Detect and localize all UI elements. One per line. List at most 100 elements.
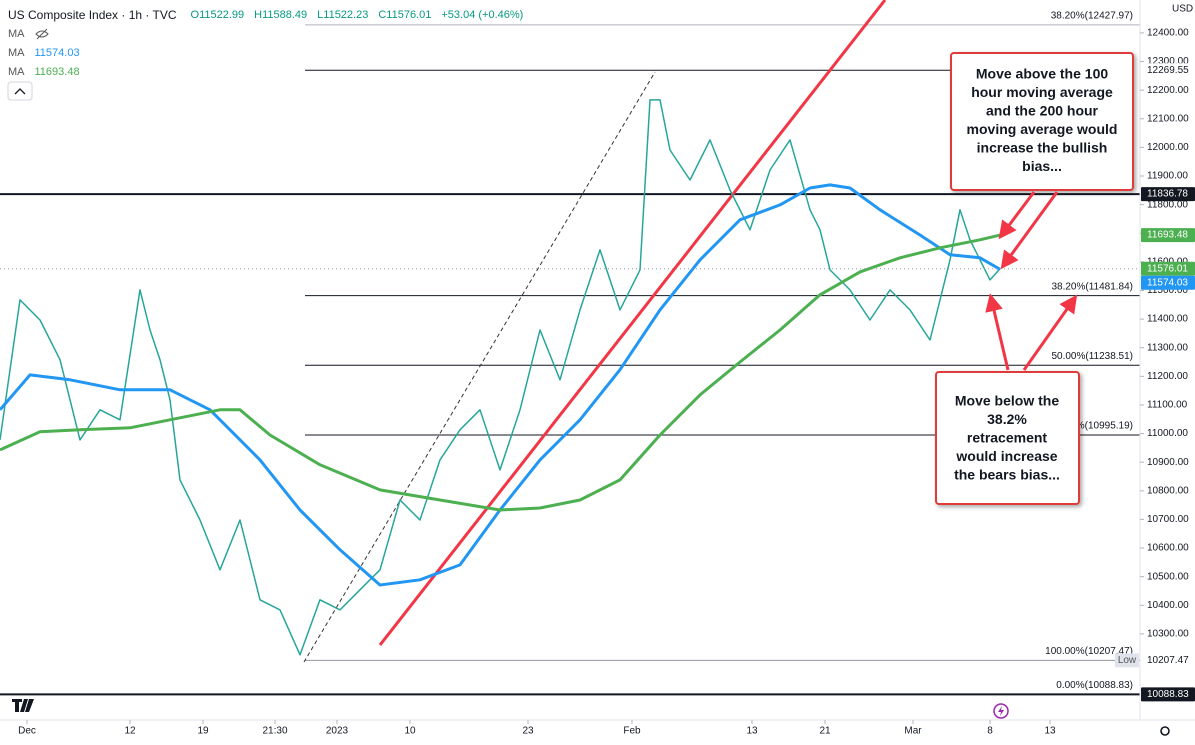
legend-row: MA <box>8 24 523 43</box>
y-tick-label: 12100.00 <box>1147 113 1189 124</box>
x-tick-label: 13 <box>746 726 758 737</box>
collapse-button[interactable] <box>7 81 33 101</box>
ohlc: O11522.99 H11588.49 L11522.23 C11576.01 +53.… <box>187 7 524 23</box>
y-tick-label: 11500.00 <box>1147 285 1188 296</box>
level-label: %(10995.19) <box>1076 421 1133 432</box>
hidden-icon[interactable] <box>34 28 49 40</box>
y-tick-label: 11100.00 <box>1147 400 1188 411</box>
ohlc-value: H11588.49 <box>254 8 308 21</box>
legend-title-row: US Composite Index · 1h · TVC O11522.99 H… <box>8 5 523 24</box>
x-tick-label: Dec <box>18 726 36 737</box>
event-icon-glyph <box>998 706 1004 716</box>
price-badge <box>1141 63 1195 78</box>
x-tick-label: 12 <box>124 726 136 737</box>
annotation: Move above the 100 hour moving average and… <box>950 52 1134 270</box>
series-line <box>0 183 1001 587</box>
x-tick-label: 13 <box>1044 726 1056 737</box>
y-tick-label: 10600.00 <box>1147 543 1189 554</box>
ohlc-value: O11522.99 <box>190 8 245 21</box>
annotation-text: hour moving average <box>971 84 1113 100</box>
annotation-text: Move below the <box>955 393 1059 409</box>
y-tick-label: 12000.00 <box>1147 142 1189 153</box>
price-badge <box>1141 687 1195 702</box>
legend-name: MA <box>8 46 25 59</box>
level-label: 100.00%(10207.47) <box>1045 646 1133 657</box>
fib-guide <box>303 71 656 663</box>
y-tick-label: 10700.00 <box>1147 514 1189 525</box>
price-badge-label: 12269.55 <box>1147 65 1189 76</box>
x-tick-label: 23 <box>522 726 534 737</box>
y-tick-label: 10500.00 <box>1147 571 1189 582</box>
price-badge-label: 11576.01 <box>1147 263 1188 274</box>
tv-logo <box>12 699 34 712</box>
legend-name: MA <box>8 65 25 78</box>
y-tick-label: 10300.00 <box>1147 629 1189 640</box>
annotation-text: the bears bias... <box>954 467 1060 483</box>
settings-icon[interactable] <box>1160 726 1170 736</box>
series <box>0 99 1001 656</box>
x-tick-label: 21:30 <box>262 726 287 737</box>
series-line <box>0 233 1001 512</box>
ticks: 10300.00 10400.00 10500.00 10600.00 10700.00… <box>18 28 1189 737</box>
y-tick-label: 12300.00 <box>1147 56 1189 67</box>
x-tick-label: Feb <box>623 726 641 737</box>
price-badge-label: 10207.47 <box>1147 655 1189 666</box>
annotation-text: Move above the 100 <box>976 66 1108 82</box>
price-badge-label: 11574.03 <box>1147 277 1188 288</box>
annotation: Move below the 38.2% retracement would incr… <box>935 293 1080 505</box>
annotation-text: retracement <box>967 430 1047 446</box>
legend-name: MA <box>8 27 25 40</box>
price-badge <box>1141 261 1195 276</box>
annotation-text: 38.2% <box>987 411 1027 427</box>
y-tick-label: 11000.00 <box>1147 428 1188 439</box>
y-tick-label: 11900.00 <box>1147 171 1188 182</box>
legend-row: MA 11693.48 <box>8 62 523 81</box>
symbol-title: US Composite Index · 1h · TVC <box>8 7 177 22</box>
y-tick-label: 10400.00 <box>1147 600 1189 611</box>
annotation-text: and the 200 hour <box>986 103 1099 119</box>
price-badge-label: 11836.78 <box>1147 189 1188 200</box>
x-tick-label: Mar <box>904 726 922 737</box>
trend-line <box>378 0 887 646</box>
x-tick-label: 2023 <box>326 726 349 737</box>
legend: US Composite Index · 1h · TVC O11522.99 H… <box>8 5 523 81</box>
y-tick-label: 11200.00 <box>1147 371 1188 382</box>
x-tick-label: 8 <box>987 726 993 737</box>
y-tick-label: 10900.00 <box>1147 457 1189 468</box>
level-label: 50.00%(11238.51) <box>1051 351 1133 362</box>
badge-tag <box>1115 653 1139 668</box>
levels: 38.20%(12427.97) 38.20%(11481.84) 50.00%(1… <box>0 11 1140 696</box>
x-tick-label: 19 <box>197 726 209 737</box>
annotation-text: increase the bullish <box>977 140 1108 156</box>
annotation-text: bias... <box>1022 158 1062 174</box>
legend-row: MA 11574.03 <box>8 43 523 62</box>
price-badge <box>1141 187 1195 202</box>
level-label: 38.20%(11481.84) <box>1051 281 1133 292</box>
x-tick-label: 10 <box>404 726 416 737</box>
collapse-icon <box>14 88 26 95</box>
level-label: 38.20%(12427.97) <box>1051 11 1133 22</box>
ohlc-value: C11576.01 <box>378 8 432 21</box>
legend-value: 11693.48 <box>34 65 80 78</box>
y-tick-label: 11300.00 <box>1147 342 1188 353</box>
y-tick-label: 11800.00 <box>1147 199 1188 210</box>
ohlc-value: +53.04 (+0.46%) <box>441 8 524 21</box>
annotation-text: moving average would <box>967 121 1118 137</box>
y-tick-label: 11400.00 <box>1147 314 1188 325</box>
y-tick-label: 10800.00 <box>1147 485 1189 496</box>
ohlc-value: L11522.23 <box>317 8 369 21</box>
badge-tag-label: Low <box>1118 655 1137 666</box>
price-badge <box>1141 653 1195 668</box>
currency: USD <box>1172 4 1193 15</box>
y-tick-label: 12400.00 <box>1147 28 1189 39</box>
level-label: 0.00%(10088.83) <box>1056 680 1133 691</box>
price-badge-label: 10088.83 <box>1147 689 1189 700</box>
series-line <box>0 99 1001 656</box>
price-badge-label: 11693.48 <box>1147 230 1188 241</box>
badges: 12269.55 11836.78 11693.48 11576.01 11574.03… <box>0 63 1195 702</box>
price-badge <box>1141 275 1195 290</box>
y-tick-label: 12200.00 <box>1147 85 1189 96</box>
x-tick-label: 21 <box>819 726 831 737</box>
